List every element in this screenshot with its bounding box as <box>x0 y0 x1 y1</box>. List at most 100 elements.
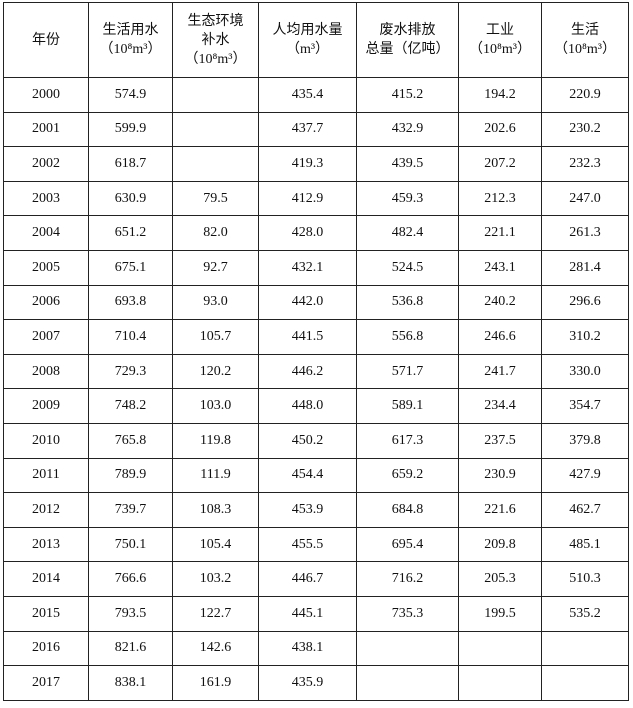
header-line: 工业 <box>486 23 514 38</box>
value-cell: 379.8 <box>541 422 629 459</box>
header-line: 废水排放 <box>379 23 436 38</box>
column-header: 生活 （10⁸m³） <box>541 2 629 78</box>
value-cell: 821.6 <box>88 630 173 667</box>
header-line: 总量（亿吨） <box>365 42 450 57</box>
value-cell: 695.4 <box>356 526 459 563</box>
table-row: 2004 651.2 82.0 428.0 482.4 221.1 261.3 <box>3 215 629 251</box>
table-row: 2009 748.2 103.0 448.0 589.1 234.4 354.7 <box>3 388 629 424</box>
header-line: 人均用水量 <box>272 23 343 38</box>
empty-cell <box>172 146 259 182</box>
header-line: 生活用水 <box>102 23 159 38</box>
value-cell: 330.0 <box>541 353 629 390</box>
year-cell: 2012 <box>3 492 89 528</box>
value-cell: 412.9 <box>258 180 357 217</box>
value-cell: 205.3 <box>458 561 542 597</box>
value-cell: 766.6 <box>88 561 173 597</box>
value-cell: 108.3 <box>172 492 259 528</box>
table-row: 2017 838.1 161.9 435.9 <box>3 665 629 701</box>
value-cell: 693.8 <box>88 284 173 321</box>
value-cell: 234.4 <box>458 388 542 424</box>
value-cell: 230.2 <box>541 111 629 148</box>
value-cell: 729.3 <box>88 353 173 390</box>
table-row: 2007 710.4 105.7 441.5 556.8 246.6 310.2 <box>3 319 629 355</box>
value-cell: 536.8 <box>356 284 459 321</box>
value-cell: 659.2 <box>356 457 459 494</box>
value-cell: 735.3 <box>356 595 459 632</box>
year-cell: 2005 <box>3 249 89 286</box>
value-cell: 241.7 <box>458 353 542 390</box>
empty-cell <box>172 111 259 148</box>
value-cell: 453.9 <box>258 492 357 528</box>
value-cell: 202.6 <box>458 111 542 148</box>
value-cell: 237.5 <box>458 422 542 459</box>
table-body: 2000 574.9 435.4 415.2 194.2 220.9 2001 599.9 43… <box>3 77 629 701</box>
empty-cell <box>172 77 259 113</box>
table-row: 2006 693.8 93.0 442.0 536.8 240.2 296.6 <box>3 284 629 321</box>
value-cell: 415.2 <box>356 77 459 113</box>
header-line: 生态环境 <box>187 13 244 29</box>
value-cell: 120.2 <box>172 353 259 390</box>
value-cell: 710.4 <box>88 319 173 355</box>
value-cell: 103.2 <box>172 561 259 597</box>
value-cell: 105.4 <box>172 526 259 563</box>
year-cell: 2016 <box>3 630 89 667</box>
value-cell: 765.8 <box>88 422 173 459</box>
value-cell: 354.7 <box>541 388 629 424</box>
value-cell: 103.0 <box>172 388 259 424</box>
header-line: （10⁸m³） <box>184 51 247 67</box>
value-cell: 510.3 <box>541 561 629 597</box>
value-cell: 432.1 <box>258 249 357 286</box>
value-cell: 432.9 <box>356 111 459 148</box>
value-cell: 793.5 <box>88 595 173 632</box>
empty-cell <box>458 630 542 667</box>
value-cell: 571.7 <box>356 353 459 390</box>
table-row: 2013 750.1 105.4 455.5 695.4 209.8 485.1 <box>3 526 629 563</box>
header-line: （10⁸m³） <box>554 42 616 57</box>
year-cell: 2014 <box>3 561 89 597</box>
value-cell: 111.9 <box>172 457 259 494</box>
value-cell: 618.7 <box>88 146 173 182</box>
empty-cell <box>458 665 542 701</box>
value-cell: 207.2 <box>458 146 542 182</box>
value-cell: 446.7 <box>258 561 357 597</box>
value-cell: 194.2 <box>458 77 542 113</box>
value-cell: 446.2 <box>258 353 357 390</box>
header-line: （m³） <box>285 42 330 57</box>
value-cell: 574.9 <box>88 77 173 113</box>
value-cell: 79.5 <box>172 180 259 217</box>
value-cell: 105.7 <box>172 319 259 355</box>
value-cell: 435.9 <box>258 665 357 701</box>
value-cell: 684.8 <box>356 492 459 528</box>
value-cell: 651.2 <box>88 215 173 251</box>
value-cell: 556.8 <box>356 319 459 355</box>
data-table: 年份 生活用水 （10⁸m³） 生态环境 补水 （10⁸m³） 人均用水量 （m³） 废水排放总… <box>3 2 629 701</box>
value-cell: 675.1 <box>88 249 173 286</box>
value-cell: 716.2 <box>356 561 459 597</box>
table-row: 2012 739.7 108.3 453.9 684.8 221.6 462.7 <box>3 492 629 528</box>
value-cell: 748.2 <box>88 388 173 424</box>
column-header: 生态环境补水 （10⁸m³） <box>172 2 259 78</box>
value-cell: 92.7 <box>172 249 259 286</box>
empty-cell <box>356 665 459 701</box>
table-row: 2000 574.9 435.4 415.2 194.2 220.9 <box>3 77 629 113</box>
header-row: 年份 生活用水 （10⁸m³） 生态环境 补水 （10⁸m³） 人均用水量 （m³） 废水排放总… <box>3 2 629 78</box>
year-cell: 2010 <box>3 422 89 459</box>
year-cell: 2009 <box>3 388 89 424</box>
value-cell: 240.2 <box>458 284 542 321</box>
year-cell: 2011 <box>3 457 89 494</box>
year-cell: 2015 <box>3 595 89 632</box>
table-row: 2015 793.5 122.7 445.1 735.3 199.5 535.2 <box>3 595 629 632</box>
value-cell: 212.3 <box>458 180 542 217</box>
value-cell: 439.5 <box>356 146 459 182</box>
column-header: 人均用水量 （m³） <box>258 2 357 78</box>
value-cell: 220.9 <box>541 77 629 113</box>
value-cell: 482.4 <box>356 215 459 251</box>
value-cell: 221.1 <box>458 215 542 251</box>
empty-cell <box>541 665 629 701</box>
year-cell: 2004 <box>3 215 89 251</box>
value-cell: 599.9 <box>88 111 173 148</box>
value-cell: 630.9 <box>88 180 173 217</box>
header-line: 补水 <box>201 32 230 48</box>
value-cell: 445.1 <box>258 595 357 632</box>
